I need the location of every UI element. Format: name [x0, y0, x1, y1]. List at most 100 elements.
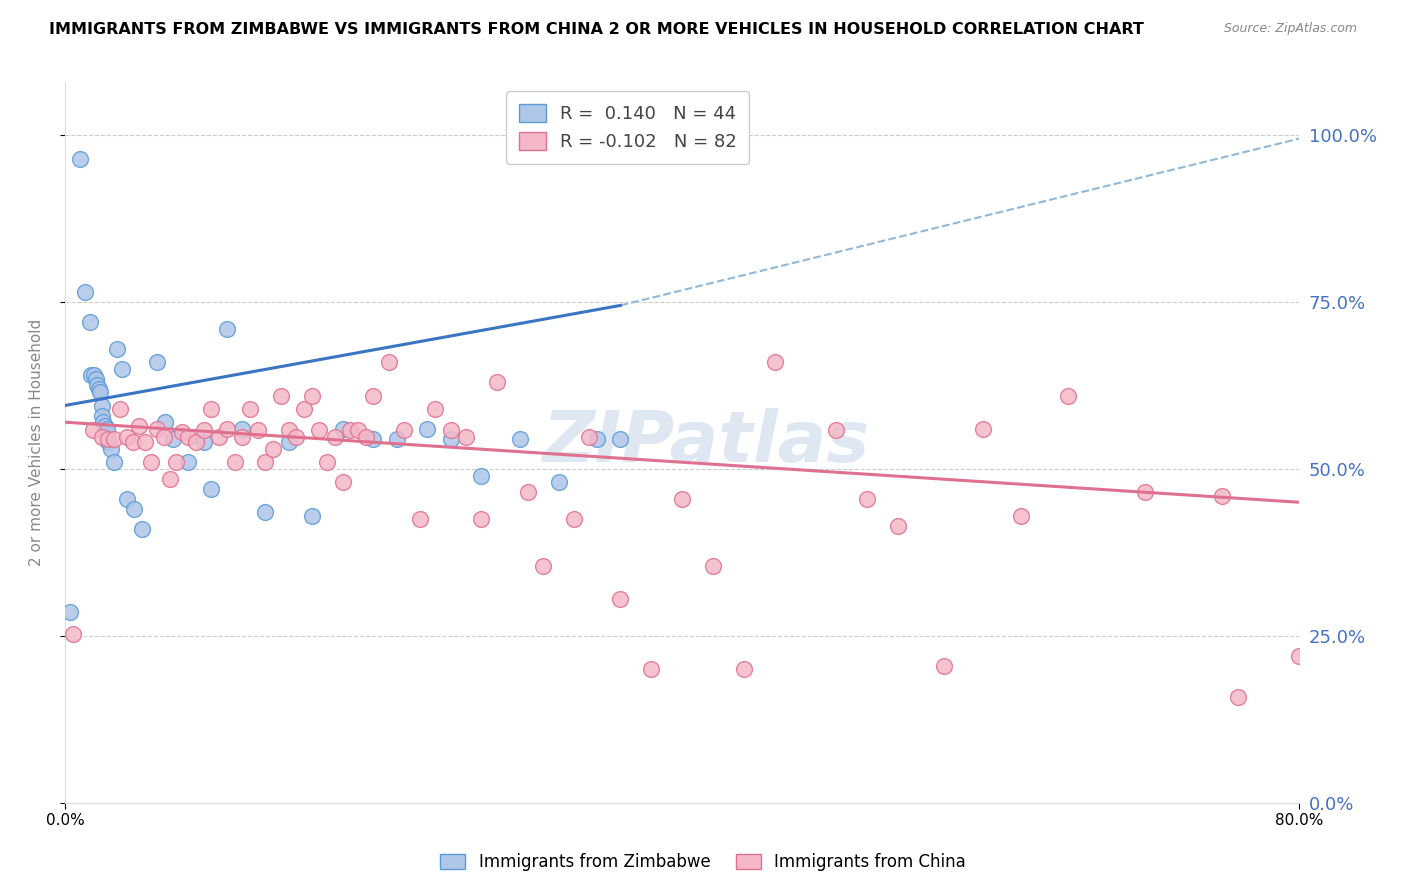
- Point: [301, 388, 323, 402]
- Point: [97, 432, 120, 446]
- Point: [277, 435, 299, 450]
- Point: [409, 512, 432, 526]
- Point: [111, 361, 134, 376]
- Point: [301, 508, 323, 523]
- Point: [231, 422, 253, 436]
- Point: [385, 432, 408, 446]
- Point: [90, 409, 112, 423]
- Point: [1350, 672, 1372, 686]
- Point: [316, 455, 339, 469]
- Point: [193, 435, 215, 450]
- Point: [1381, 652, 1403, 666]
- Point: [887, 518, 910, 533]
- Point: [354, 430, 377, 444]
- Point: [246, 423, 269, 437]
- Point: [208, 430, 231, 444]
- Point: [115, 430, 138, 444]
- Point: [115, 491, 138, 506]
- Point: [609, 432, 631, 446]
- Point: [277, 423, 299, 437]
- Point: [378, 355, 401, 369]
- Point: [1226, 690, 1249, 705]
- Legend: R =  0.140   N = 44, R = -0.102   N = 82: R = 0.140 N = 44, R = -0.102 N = 82: [506, 91, 749, 164]
- Point: [134, 435, 156, 450]
- Point: [1056, 388, 1078, 402]
- Point: [124, 502, 146, 516]
- Legend: Immigrants from Zimbabwe, Immigrants from China: Immigrants from Zimbabwe, Immigrants fro…: [432, 845, 974, 880]
- Point: [702, 558, 724, 573]
- Point: [562, 512, 585, 526]
- Point: [586, 432, 609, 446]
- Point: [454, 430, 477, 444]
- Point: [547, 475, 569, 490]
- Point: [79, 315, 101, 329]
- Point: [1396, 648, 1406, 663]
- Point: [86, 378, 108, 392]
- Point: [270, 388, 292, 402]
- Point: [439, 432, 461, 446]
- Point: [934, 658, 956, 673]
- Point: [110, 401, 132, 416]
- Point: [262, 442, 284, 456]
- Point: [200, 482, 222, 496]
- Point: [152, 430, 174, 444]
- Point: [1211, 489, 1233, 503]
- Point: [1303, 215, 1326, 229]
- Point: [121, 435, 143, 450]
- Y-axis label: 2 or more Vehicles in Household: 2 or more Vehicles in Household: [30, 318, 44, 566]
- Point: [332, 475, 354, 490]
- Point: [733, 662, 755, 676]
- Point: [80, 368, 103, 383]
- Point: [470, 468, 492, 483]
- Text: Source: ZipAtlas.com: Source: ZipAtlas.com: [1223, 22, 1357, 36]
- Point: [128, 418, 150, 433]
- Point: [215, 322, 238, 336]
- Point: [97, 435, 120, 450]
- Point: [84, 372, 107, 386]
- Point: [516, 485, 538, 500]
- Point: [162, 432, 184, 446]
- Point: [96, 422, 118, 436]
- Point: [58, 606, 80, 620]
- Point: [363, 432, 385, 446]
- Point: [103, 455, 125, 469]
- Point: [153, 415, 176, 429]
- Point: [177, 430, 200, 444]
- Point: [62, 627, 84, 641]
- Point: [671, 491, 693, 506]
- Point: [94, 418, 117, 433]
- Point: [146, 355, 169, 369]
- Point: [184, 435, 207, 450]
- Point: [159, 472, 181, 486]
- Point: [1319, 359, 1341, 373]
- Point: [394, 423, 416, 437]
- Point: [1011, 508, 1033, 523]
- Point: [347, 423, 370, 437]
- Point: [93, 415, 115, 429]
- Point: [254, 455, 277, 469]
- Point: [73, 285, 96, 299]
- Point: [200, 401, 222, 416]
- Point: [224, 455, 246, 469]
- Point: [363, 388, 385, 402]
- Point: [416, 422, 439, 436]
- Point: [425, 401, 447, 416]
- Point: [292, 401, 315, 416]
- Point: [332, 422, 354, 436]
- Point: [609, 592, 631, 607]
- Point: [254, 505, 277, 519]
- Point: [972, 422, 994, 436]
- Point: [531, 558, 554, 573]
- Point: [239, 401, 262, 416]
- Point: [100, 442, 122, 456]
- Point: [82, 423, 104, 437]
- Point: [105, 342, 128, 356]
- Point: [177, 455, 200, 469]
- Point: [103, 432, 125, 446]
- Point: [1133, 485, 1156, 500]
- Point: [83, 368, 105, 383]
- Point: [231, 430, 253, 444]
- Point: [141, 455, 163, 469]
- Point: [215, 422, 238, 436]
- Text: IMMIGRANTS FROM ZIMBABWE VS IMMIGRANTS FROM CHINA 2 OR MORE VEHICLES IN HOUSEHOL: IMMIGRANTS FROM ZIMBABWE VS IMMIGRANTS F…: [49, 22, 1144, 37]
